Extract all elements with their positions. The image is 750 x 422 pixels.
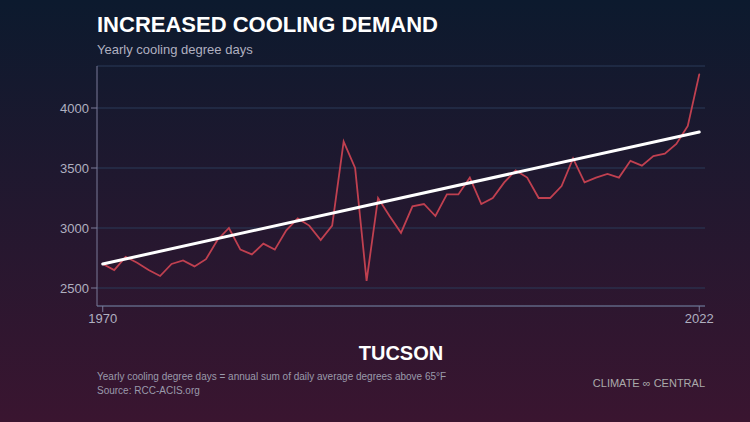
svg-text:3500: 3500	[60, 161, 89, 176]
svg-text:1970: 1970	[88, 311, 117, 326]
html-text:CLIMATE ∞ CENTRAL: CLIMATE ∞ CENTRAL	[592, 377, 705, 389]
html-text:Source: RCC-ACIS.org: Source: RCC-ACIS.org	[97, 385, 200, 396]
svg-text:2500: 2500	[60, 281, 89, 296]
svg-text:2022: 2022	[685, 311, 714, 326]
svg-text:TUCSON: TUCSON	[359, 342, 443, 362]
svg-text:3000: 3000	[60, 221, 89, 236]
html-text:Yearly cooling degree days = a: Yearly cooling degree days = annual sum …	[97, 371, 447, 382]
html-text:Yearly cooling degree days: Yearly cooling degree days	[97, 42, 253, 57]
svg-text:4000: 4000	[60, 101, 89, 116]
html-text:INCREASED COOLING DEMAND: INCREASED COOLING DEMAND	[97, 12, 438, 37]
